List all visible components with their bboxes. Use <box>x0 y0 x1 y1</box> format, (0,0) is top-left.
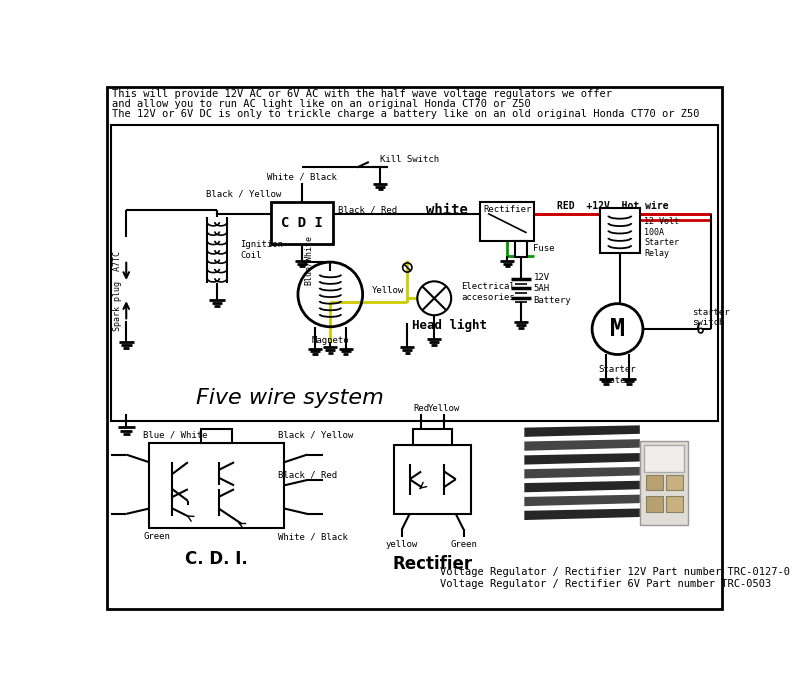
Bar <box>271 202 332 245</box>
Text: Red: Red <box>413 404 430 413</box>
Bar <box>666 496 683 511</box>
Bar <box>201 429 232 443</box>
Text: Spark plug  A7TC: Spark plug A7TC <box>112 251 121 331</box>
Polygon shape <box>524 439 640 451</box>
Text: yellow: yellow <box>386 540 418 549</box>
Text: Rectifier: Rectifier <box>392 555 472 573</box>
Text: RED  +12V  Hot wire: RED +12V Hot wire <box>557 201 669 211</box>
Bar <box>515 240 527 258</box>
Polygon shape <box>524 508 640 520</box>
Text: White / Black: White / Black <box>267 173 337 182</box>
Text: Battery: Battery <box>534 296 571 305</box>
Polygon shape <box>524 425 640 437</box>
Text: Ignition
Coil: Ignition Coil <box>240 240 283 260</box>
Polygon shape <box>524 467 640 478</box>
Text: Yellow: Yellow <box>372 286 404 295</box>
Text: Voltage Regulator / Rectifier 12V Part number TRC-0127-0: Voltage Regulator / Rectifier 12V Part n… <box>440 566 790 577</box>
Bar <box>599 208 640 253</box>
Bar <box>394 444 471 514</box>
Text: Magneto: Magneto <box>311 336 349 345</box>
Text: M: M <box>610 317 625 341</box>
Bar <box>646 496 663 511</box>
Text: White / Black: White / Black <box>278 533 348 542</box>
Text: 12V
5AH: 12V 5AH <box>534 273 549 293</box>
Bar <box>666 475 683 490</box>
Polygon shape <box>524 481 640 493</box>
Text: Black / Yellow: Black / Yellow <box>206 190 282 199</box>
Text: Blue/White: Blue/White <box>303 235 312 285</box>
Polygon shape <box>524 495 640 506</box>
Text: Black / Yellow: Black / Yellow <box>278 431 354 440</box>
Text: Head light: Head light <box>412 319 487 332</box>
Bar <box>111 125 718 422</box>
Text: C. D. I.: C. D. I. <box>185 550 248 568</box>
Polygon shape <box>524 453 640 464</box>
Text: 12 Volt
100A
Starter
Relay: 12 Volt 100A Starter Relay <box>645 218 680 258</box>
Text: Green: Green <box>143 533 170 542</box>
Text: Electrical
accesories: Electrical accesories <box>461 282 515 302</box>
Text: This will provide 12V AC or 6V AC with the half wave voltage regulators we offer: This will provide 12V AC or 6V AC with t… <box>112 90 612 99</box>
Text: Kill Switch: Kill Switch <box>380 155 439 164</box>
Text: Green: Green <box>450 540 477 549</box>
Text: The 12V or 6V DC is only to trickle charge a battery like on an old original Hon: The 12V or 6V DC is only to trickle char… <box>112 110 700 119</box>
Text: Yellow: Yellow <box>428 404 460 413</box>
Text: Starter
moter: Starter moter <box>599 365 637 384</box>
Bar <box>644 444 684 472</box>
Text: Fuse: Fuse <box>533 244 554 253</box>
Text: C D I: C D I <box>281 216 323 230</box>
Bar <box>640 441 688 526</box>
Bar <box>646 475 663 490</box>
Bar <box>150 443 284 528</box>
Text: white: white <box>426 203 468 217</box>
Text: Rectifier: Rectifier <box>483 205 532 214</box>
Text: Five wire system: Five wire system <box>196 389 383 409</box>
Text: starter
switch: starter switch <box>693 308 730 327</box>
Polygon shape <box>520 422 659 548</box>
Text: Voltage Regulator / Rectifier 6V Part number TRC-0503: Voltage Regulator / Rectifier 6V Part nu… <box>440 579 772 589</box>
Bar <box>413 429 452 444</box>
Text: and allow you to run AC light like on an original Honda CT70 or Z50: and allow you to run AC light like on an… <box>112 99 532 110</box>
Text: Blue / White: Blue / White <box>143 431 208 440</box>
Bar <box>481 202 535 240</box>
Text: Black / Red: Black / Red <box>337 205 397 214</box>
Text: Black / Red: Black / Red <box>278 471 337 480</box>
